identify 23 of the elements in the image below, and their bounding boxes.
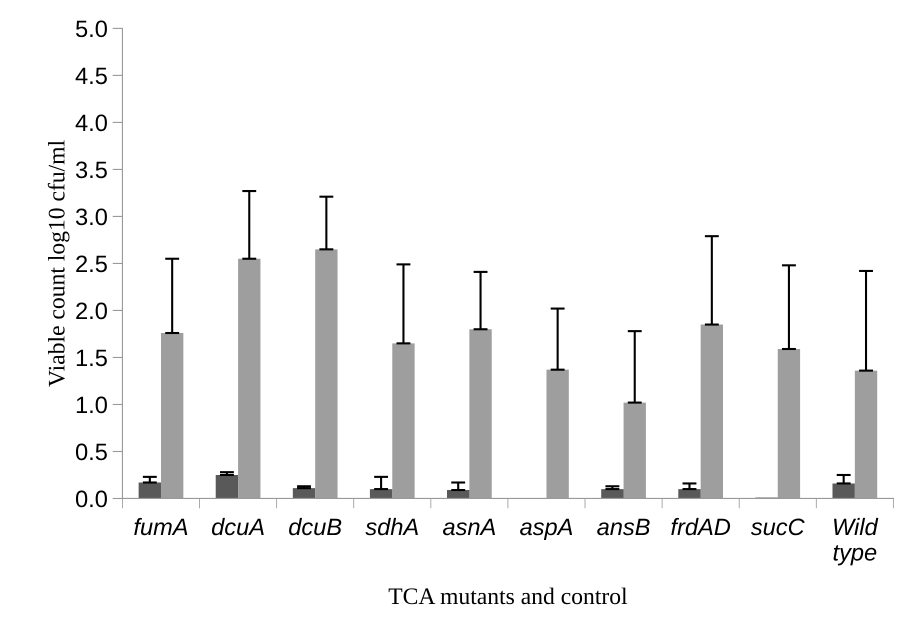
x-tick-label: dcuA [212,518,264,536]
y-tick-label: 5.0 [76,20,107,38]
x-tick-label: sucC [750,518,805,536]
y-tick-label: 2.0 [76,302,107,320]
y-tick-label: 0.5 [76,444,107,460]
y-tick-label: 1.5 [76,350,107,366]
x-tick-label: frdAD [671,518,730,536]
x-axis-title: TCA mutants and control [388,588,628,604]
x-tick-label: fumA [134,518,188,536]
y-tick-label: 0.0 [76,490,107,508]
x-tick-label: sdhA [365,518,418,536]
x-tick-label: aspA [520,518,572,540]
y-tick-label: 3.5 [76,161,107,178]
x-tick-label: dcuB [289,518,342,536]
y-tick-label: 4.0 [76,114,107,132]
y-tick-label: 4.5 [76,68,107,84]
x-tick-label: ansB [597,518,650,536]
x-tick-label: Wild type [834,518,878,566]
y-tick-label: 3.0 [76,208,107,226]
y-tick-label: 2.5 [76,256,107,272]
y-tick-label: 1.0 [76,396,107,414]
x-tick-label: asnA [442,518,496,536]
y-axis-title: Viable count log10 cfu/ml [48,140,70,387]
